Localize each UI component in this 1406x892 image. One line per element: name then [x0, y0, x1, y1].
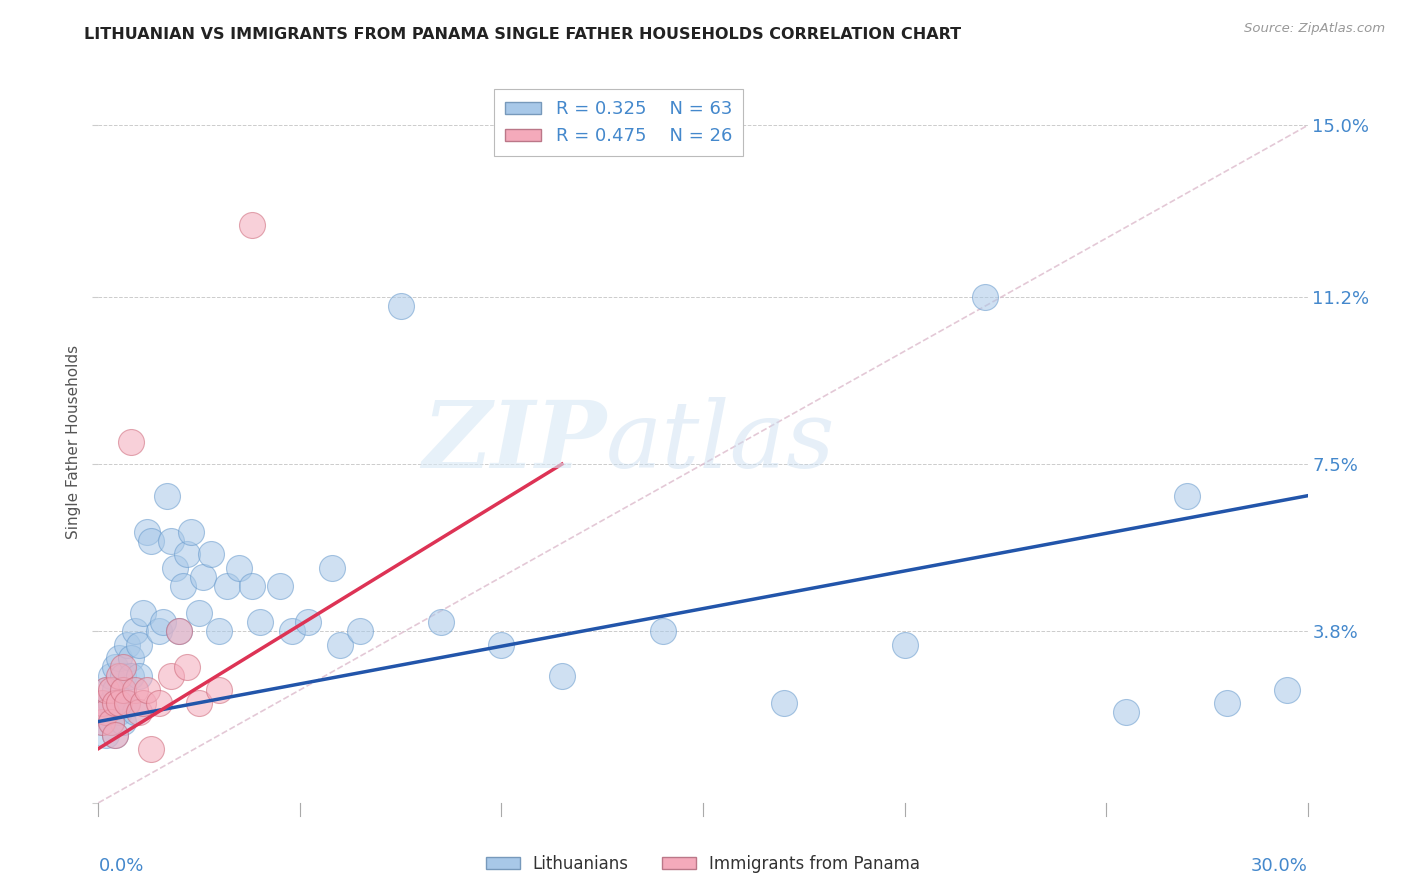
Point	[772, 697, 794, 711]
Point	[249, 615, 271, 630]
Point	[91, 697, 114, 711]
Point	[430, 615, 453, 630]
Point	[91, 697, 114, 711]
Point	[163, 561, 186, 575]
Point	[139, 533, 162, 548]
Point	[120, 651, 142, 665]
Point	[152, 615, 174, 630]
Point	[1175, 489, 1198, 503]
Text: 0.0%: 0.0%	[98, 857, 143, 875]
Point	[551, 669, 574, 683]
Point	[180, 524, 202, 539]
Point	[111, 682, 134, 697]
Point	[124, 682, 146, 697]
Point	[491, 638, 513, 652]
Y-axis label: Single Father Households: Single Father Households	[66, 344, 82, 539]
Point	[96, 682, 118, 697]
Point	[188, 697, 211, 711]
Point	[389, 299, 412, 313]
Point	[128, 638, 150, 652]
Point	[193, 570, 215, 584]
Point	[132, 606, 155, 620]
Point	[103, 682, 125, 697]
Point	[111, 660, 134, 674]
Point	[329, 638, 352, 652]
Point	[107, 651, 129, 665]
Point	[148, 624, 170, 639]
Point	[120, 434, 142, 449]
Point	[188, 606, 211, 620]
Point	[120, 669, 142, 683]
Point	[321, 561, 343, 575]
Point	[124, 624, 146, 639]
Legend: Lithuanians, Immigrants from Panama: Lithuanians, Immigrants from Panama	[479, 848, 927, 880]
Point	[176, 660, 198, 674]
Point	[651, 624, 673, 639]
Point	[103, 728, 125, 742]
Point	[132, 697, 155, 711]
Point	[349, 624, 371, 639]
Point	[893, 638, 915, 652]
Point	[160, 533, 183, 548]
Point	[167, 624, 190, 639]
Point	[240, 579, 263, 593]
Point	[1115, 706, 1137, 720]
Text: 30.0%: 30.0%	[1251, 857, 1308, 875]
Point	[115, 697, 138, 711]
Text: atlas: atlas	[606, 397, 835, 486]
Point	[96, 706, 118, 720]
Point	[1277, 682, 1299, 697]
Point	[107, 706, 129, 720]
Point	[100, 697, 122, 711]
Point	[156, 489, 179, 503]
Point	[96, 682, 118, 697]
Point	[269, 579, 291, 593]
Point	[96, 706, 118, 720]
Point	[111, 682, 134, 697]
Point	[115, 697, 138, 711]
Point	[240, 218, 263, 232]
Point	[217, 579, 239, 593]
Point	[139, 741, 162, 756]
Point	[115, 638, 138, 652]
Point	[100, 682, 122, 697]
Point	[107, 697, 129, 711]
Point	[135, 682, 157, 697]
Point	[135, 524, 157, 539]
Point	[96, 728, 118, 742]
Point	[103, 697, 125, 711]
Point	[91, 714, 114, 729]
Point	[100, 714, 122, 729]
Point	[208, 682, 231, 697]
Point	[91, 714, 114, 729]
Point	[172, 579, 194, 593]
Point	[100, 669, 122, 683]
Legend: R = 0.325    N = 63, R = 0.475    N = 26: R = 0.325 N = 63, R = 0.475 N = 26	[495, 89, 742, 156]
Point	[208, 624, 231, 639]
Point	[167, 624, 190, 639]
Point	[107, 669, 129, 683]
Text: ZIP: ZIP	[422, 397, 606, 486]
Point	[103, 660, 125, 674]
Point	[228, 561, 250, 575]
Point	[1216, 697, 1239, 711]
Point	[128, 706, 150, 720]
Point	[974, 290, 997, 304]
Point	[160, 669, 183, 683]
Point	[128, 669, 150, 683]
Text: Source: ZipAtlas.com: Source: ZipAtlas.com	[1244, 22, 1385, 36]
Text: LITHUANIAN VS IMMIGRANTS FROM PANAMA SINGLE FATHER HOUSEHOLDS CORRELATION CHART: LITHUANIAN VS IMMIGRANTS FROM PANAMA SIN…	[84, 27, 962, 42]
Point	[103, 728, 125, 742]
Point	[107, 697, 129, 711]
Point	[281, 624, 304, 639]
Point	[200, 548, 222, 562]
Point	[176, 548, 198, 562]
Point	[148, 697, 170, 711]
Point	[124, 706, 146, 720]
Point	[111, 714, 134, 729]
Point	[297, 615, 319, 630]
Point	[100, 714, 122, 729]
Point	[111, 669, 134, 683]
